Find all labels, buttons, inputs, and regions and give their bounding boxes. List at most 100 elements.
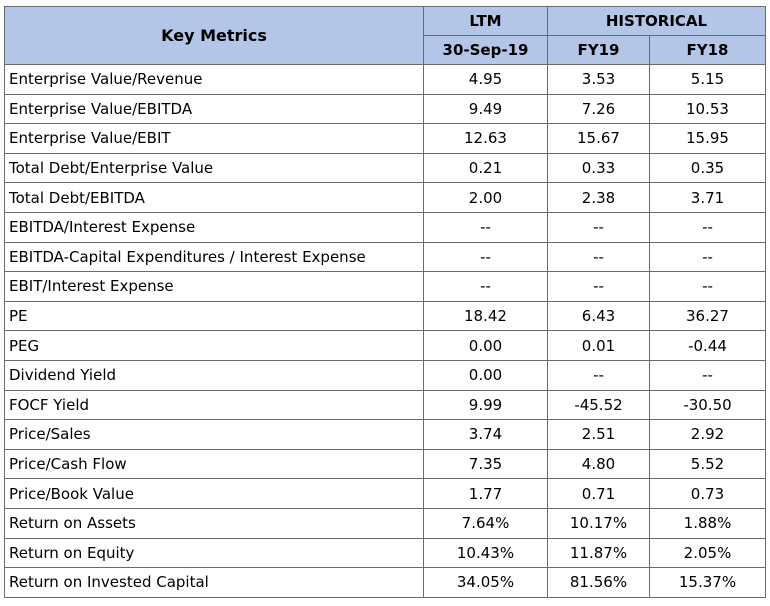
fy18-value: 3.71: [649, 182, 766, 213]
metric-label: PE: [4, 300, 424, 332]
ltm-value: 9.49: [423, 93, 548, 125]
table-row: Return on Assets 7.64% 10.17% 1.88%: [4, 507, 766, 539]
metric-label: Return on Assets: [4, 507, 424, 539]
metric-label: Enterprise Value/EBIT: [4, 123, 424, 154]
metric-label: Price/Book Value: [4, 478, 424, 509]
ltm-value: 9.99: [423, 389, 548, 421]
metric-label: Enterprise Value/EBITDA: [4, 93, 424, 125]
metric-label: Dividend Yield: [4, 359, 424, 391]
table-row: PE 18.42 6.43 36.27: [4, 300, 766, 332]
ltm-value: 10.43%: [423, 537, 548, 569]
metric-label: EBITDA-Capital Expenditures / Interest E…: [4, 241, 424, 273]
metrics-body: Enterprise Value/Revenue 4.95 3.53 5.15 Ente…: [4, 64, 766, 598]
fy19-value: 0.33: [547, 152, 650, 184]
fy19-value: 4.80: [547, 448, 650, 480]
fy19-header: FY19: [547, 35, 650, 65]
ltm-value: 0.21: [423, 152, 548, 184]
metric-label: Total Debt/Enterprise Value: [4, 152, 424, 184]
fy18-value: 5.52: [649, 448, 766, 480]
ltm-value: 34.05%: [423, 567, 548, 598]
fy19-value: 11.87%: [547, 537, 650, 569]
metric-label: Price/Sales: [4, 419, 424, 450]
table-row: Enterprise Value/Revenue 4.95 3.53 5.15: [4, 64, 766, 95]
metric-label: EBIT/Interest Expense: [4, 271, 424, 302]
fy18-value: -30.50: [649, 389, 766, 421]
table-row: Dividend Yield 0.00 -- --: [4, 359, 766, 391]
ltm-date-header: 30-Sep-19: [423, 35, 548, 65]
fy19-value: 81.56%: [547, 567, 650, 598]
fy19-value: 10.17%: [547, 507, 650, 539]
ltm-value: 2.00: [423, 182, 548, 213]
metric-label: PEG: [4, 330, 424, 361]
fy18-value: 36.27: [649, 300, 766, 332]
ltm-value: 4.95: [423, 64, 548, 95]
ltm-value: --: [423, 211, 548, 243]
fy18-value: 1.88%: [649, 507, 766, 539]
table-row: EBITDA-Capital Expenditures / Interest E…: [4, 241, 766, 273]
fy19-value: --: [547, 359, 650, 391]
ltm-value: --: [423, 241, 548, 273]
fy19-value: 15.67: [547, 123, 650, 154]
table-row: Price/Cash Flow 7.35 4.80 5.52: [4, 448, 766, 480]
ltm-value: 0.00: [423, 330, 548, 361]
ltm-value: 7.35: [423, 448, 548, 480]
fy19-value: 2.38: [547, 182, 650, 213]
table-row: Price/Sales 3.74 2.51 2.92: [4, 419, 766, 450]
fy18-value: 15.95: [649, 123, 766, 154]
fy19-value: 2.51: [547, 419, 650, 450]
header-row-bottom: 30-Sep-19 FY19 FY18: [5, 35, 766, 65]
fy19-value: 3.53: [547, 64, 650, 95]
metric-label: EBITDA/Interest Expense: [4, 211, 424, 243]
ltm-value: --: [423, 271, 548, 302]
fy19-value: 7.26: [547, 93, 650, 125]
fy18-value: --: [649, 359, 766, 391]
fy18-value: 2.05%: [649, 537, 766, 569]
fy18-header: FY18: [649, 35, 766, 65]
ltm-value: 3.74: [423, 419, 548, 450]
fy18-value: --: [649, 271, 766, 302]
table-row: EBIT/Interest Expense -- -- --: [4, 271, 766, 302]
table-row: EBITDA/Interest Expense -- -- --: [4, 211, 766, 243]
ltm-value: 0.00: [423, 359, 548, 391]
fy19-value: 6.43: [547, 300, 650, 332]
table-row: Enterprise Value/EBIT 12.63 15.67 15.95: [4, 123, 766, 154]
fy19-value: 0.71: [547, 478, 650, 509]
fy18-value: 10.53: [649, 93, 766, 125]
table-row: FOCF Yield 9.99 -45.52 -30.50: [4, 389, 766, 421]
metric-label: Return on Invested Capital: [4, 567, 424, 598]
header-row-top: Key Metrics LTM HISTORICAL: [4, 6, 766, 65]
fy18-value: 2.92: [649, 419, 766, 450]
metric-label: Total Debt/EBITDA: [4, 182, 424, 213]
fy18-value: --: [649, 241, 766, 273]
ltm-value: 18.42: [423, 300, 548, 332]
fy19-value: --: [547, 211, 650, 243]
key-metrics-header: Key Metrics: [4, 6, 424, 65]
metric-label: Price/Cash Flow: [4, 448, 424, 480]
fy18-value: --: [649, 211, 766, 243]
fy19-value: 0.01: [547, 330, 650, 361]
historical-header: HISTORICAL: [547, 6, 766, 36]
table-row: Price/Book Value 1.77 0.71 0.73: [4, 478, 766, 509]
table-row: Return on Equity 10.43% 11.87% 2.05%: [4, 537, 766, 569]
metric-label: Enterprise Value/Revenue: [4, 64, 424, 95]
metrics-table-container: Key Metrics LTM HISTORICAL 30-Sep-19 FY1…: [4, 6, 766, 598]
ltm-value: 7.64%: [423, 507, 548, 539]
key-metrics-table: Key Metrics LTM HISTORICAL 30-Sep-19 FY1…: [4, 6, 766, 598]
metric-label: Return on Equity: [4, 537, 424, 569]
fy18-value: 15.37%: [649, 567, 766, 598]
ltm-value: 12.63: [423, 123, 548, 154]
metric-label: FOCF Yield: [4, 389, 424, 421]
fy19-value: --: [547, 271, 650, 302]
table-row: PEG 0.00 0.01 -0.44: [4, 330, 766, 361]
ltm-header: LTM: [423, 6, 548, 36]
ltm-value: 1.77: [423, 478, 548, 509]
table-row: Return on Invested Capital 34.05% 81.56% 15…: [4, 567, 766, 598]
fy18-value: -0.44: [649, 330, 766, 361]
fy18-value: 5.15: [649, 64, 766, 95]
table-row: Total Debt/Enterprise Value 0.21 0.33 0.35: [4, 152, 766, 184]
fy19-value: -45.52: [547, 389, 650, 421]
fy18-value: 0.35: [649, 152, 766, 184]
table-row: Enterprise Value/EBITDA 9.49 7.26 10.53: [4, 93, 766, 125]
fy18-value: 0.73: [649, 478, 766, 509]
fy19-value: --: [547, 241, 650, 273]
